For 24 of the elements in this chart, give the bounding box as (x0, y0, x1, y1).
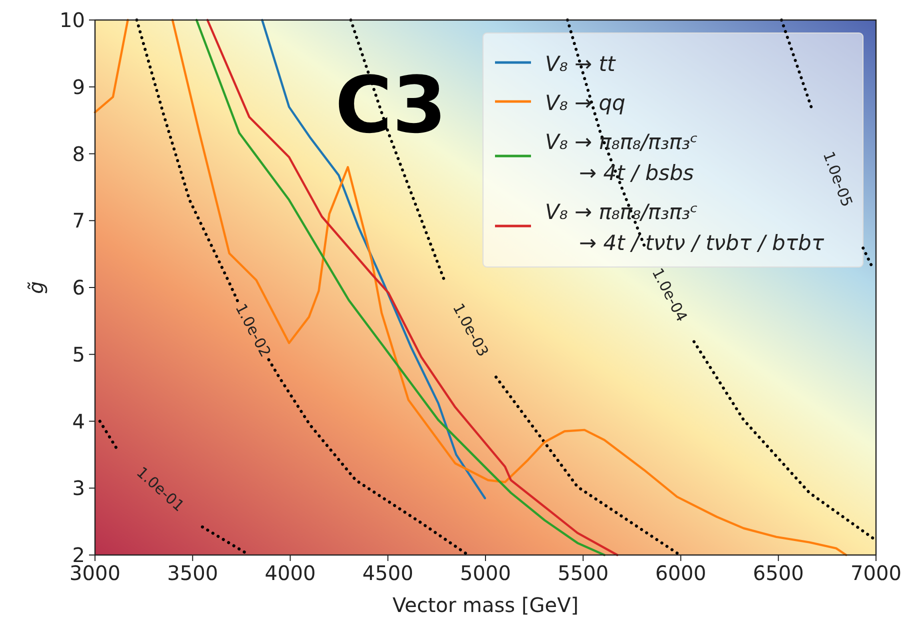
x-tick-label: 5500 (558, 561, 609, 585)
x-axis-title: Vector mass [GeV] (392, 593, 579, 617)
x-tick-label: 4000 (264, 561, 316, 585)
x-tick-label: 6500 (752, 561, 804, 585)
legend-label: V₈ → π₈π₈/π₃π₃ᶜ → 4t / tνtν / tνbτ / bτbτ (545, 200, 824, 255)
legend-label: V₈ → qq (545, 91, 626, 115)
y-tick-label: 10 (60, 8, 85, 32)
y-tick-label: 3 (72, 476, 85, 500)
y-tick-label: 6 (72, 276, 85, 300)
y-tick-label: 5 (72, 342, 85, 366)
y-axis-title: g̃ (24, 281, 48, 294)
y-tick-label: 4 (72, 409, 85, 434)
x-tick-label: 3500 (167, 561, 218, 585)
legend-label: V₈ → tt (545, 52, 616, 76)
x-tick-label: 6000 (655, 561, 706, 585)
y-tick-label: 9 (72, 74, 85, 99)
y-tick-label: 7 (72, 208, 85, 233)
legend-label: V₈ → π₈π₈/π₃π₃ᶜ → 4t / bsbs (545, 130, 698, 185)
x-tick-label: 4500 (362, 561, 414, 585)
x-tick-label: 3000 (70, 561, 120, 585)
annotation: C3 (335, 61, 447, 151)
x-tick-label: 5000 (460, 561, 511, 585)
y-tick-label: 8 (72, 142, 85, 166)
x-tick-label: 7000 (850, 561, 902, 585)
